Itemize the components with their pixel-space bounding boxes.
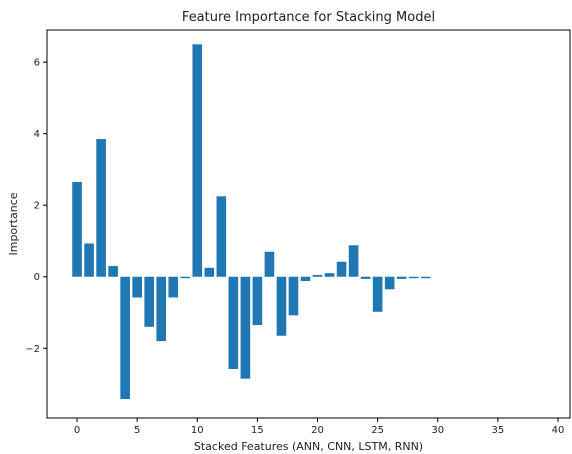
bar-feature-1 xyxy=(84,243,94,277)
x-tick-label: 15 xyxy=(251,425,264,436)
y-tick-label: −2 xyxy=(25,344,40,355)
x-tick-label: 0 xyxy=(74,425,80,436)
bar-feature-3 xyxy=(108,266,118,277)
plot-frame xyxy=(46,29,571,419)
bar-feature-27 xyxy=(396,276,407,279)
bar-feature-19 xyxy=(300,276,311,282)
x-tick-label: 20 xyxy=(311,425,324,436)
x-tick-label: 25 xyxy=(371,425,384,436)
bar-feature-28 xyxy=(408,276,419,279)
bar-feature-14 xyxy=(240,276,251,379)
x-tick-label: 30 xyxy=(431,425,444,436)
bar-feature-23 xyxy=(348,245,359,277)
bar-feature-9 xyxy=(180,276,191,279)
y-axis-ticks: −2 0 2 4 6 xyxy=(25,58,47,355)
bar-feature-10 xyxy=(192,44,203,277)
bar-feature-16 xyxy=(264,251,275,277)
bar-feature-18 xyxy=(288,276,299,316)
y-tick-label: 6 xyxy=(34,58,40,69)
x-tick-label: 35 xyxy=(491,425,504,436)
chart-title: Feature Importance for Stacking Model xyxy=(182,10,435,25)
bar-feature-29 xyxy=(420,276,431,279)
bar-feature-25 xyxy=(372,276,383,312)
bars-group xyxy=(72,44,431,400)
y-tick-label: 4 xyxy=(34,129,40,140)
bar-feature-24 xyxy=(360,276,371,279)
x-tick-label: 5 xyxy=(134,425,140,436)
bar-feature-26 xyxy=(384,276,395,290)
bar-feature-4 xyxy=(120,276,130,400)
bar-feature-8 xyxy=(168,276,179,298)
bar-feature-2 xyxy=(96,139,106,277)
y-tick-label: 0 xyxy=(34,272,40,283)
x-tick-label: 40 xyxy=(552,425,565,436)
x-axis-label: Stacked Features (ANN, CNN, LSTM, RNN) xyxy=(194,440,423,453)
bar-feature-0 xyxy=(72,181,82,277)
bar-feature-22 xyxy=(336,261,347,277)
bar-feature-6 xyxy=(144,276,155,327)
x-axis-ticks: 0 5 10 15 20 25 30 35 40 xyxy=(74,418,564,436)
bar-feature-17 xyxy=(276,276,287,336)
bar-feature-12 xyxy=(216,196,227,277)
bar-feature-13 xyxy=(228,276,239,370)
bar-feature-7 xyxy=(156,276,167,342)
bar-feature-5 xyxy=(132,276,142,298)
y-axis-label: Importance xyxy=(7,192,20,255)
x-tick-label: 10 xyxy=(191,425,204,436)
bar-feature-21 xyxy=(324,273,335,277)
bar-feature-15 xyxy=(252,276,263,326)
bar-feature-11 xyxy=(204,267,215,277)
y-tick-label: 2 xyxy=(34,201,40,212)
bar-feature-20 xyxy=(312,274,323,277)
